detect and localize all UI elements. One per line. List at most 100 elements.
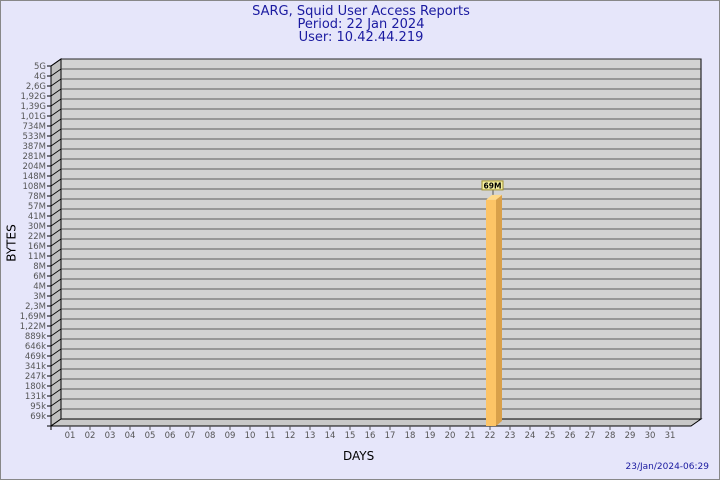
grid-line-side bbox=[50, 188, 62, 197]
y-tick-label: 1,01G bbox=[20, 112, 46, 122]
x-tick-label: 02 bbox=[85, 431, 96, 441]
bar bbox=[486, 199, 496, 426]
y-tick-label: 1,39G bbox=[20, 102, 46, 112]
y-tick-label: 148M bbox=[22, 172, 46, 182]
y-tick-label: 1,92G bbox=[20, 92, 46, 102]
grid-line-side bbox=[50, 78, 62, 87]
y-tick-label: 5G bbox=[34, 62, 46, 72]
x-tick-label: 16 bbox=[365, 431, 376, 441]
grid-line-side bbox=[50, 378, 62, 387]
x-tick-label: 23 bbox=[505, 431, 516, 441]
y-tick-label: 1,22M bbox=[20, 322, 46, 332]
chart-user: User: 10.42.44.219 bbox=[298, 30, 424, 45]
x-tick-label: 31 bbox=[665, 431, 676, 441]
x-tick-label: 28 bbox=[605, 431, 616, 441]
y-tick-label: 30M bbox=[28, 222, 46, 232]
x-tick-label: 05 bbox=[145, 431, 156, 441]
y-tick-label: 6M bbox=[33, 272, 46, 282]
grid-line-side bbox=[50, 298, 62, 307]
plot-floor bbox=[49, 418, 703, 427]
y-tick-label: 341k bbox=[25, 362, 46, 372]
y-tick-label: 281M bbox=[22, 152, 46, 162]
y-tick-label: 4G bbox=[34, 72, 46, 82]
bar-side bbox=[496, 194, 502, 426]
x-tick-label: 25 bbox=[545, 431, 556, 441]
y-tick-label: 204M bbox=[22, 162, 46, 172]
grid-line-side bbox=[50, 148, 62, 157]
x-tick-label: 20 bbox=[445, 431, 456, 441]
grid-line-side bbox=[50, 88, 62, 97]
y-tick-label: 8M bbox=[33, 262, 46, 272]
y-tick-label: 387M bbox=[22, 142, 46, 152]
x-tick-label: 18 bbox=[405, 431, 416, 441]
grid-line-side bbox=[50, 108, 62, 117]
y-tick-label: 469k bbox=[25, 352, 46, 362]
x-tick-label: 09 bbox=[225, 431, 236, 441]
grid-line-side bbox=[50, 68, 62, 77]
grid-line-side bbox=[50, 398, 62, 407]
grid-line-side bbox=[50, 178, 62, 187]
bar-label-box bbox=[481, 180, 504, 191]
grid-line-side bbox=[50, 58, 62, 67]
grid-line-side bbox=[50, 198, 62, 207]
grid-line-side bbox=[50, 268, 62, 277]
y-tick-label: 69k bbox=[30, 412, 46, 422]
x-tick-label: 12 bbox=[285, 431, 296, 441]
grid-line-side bbox=[50, 338, 62, 347]
grid-line-side bbox=[50, 98, 62, 107]
grid-line-side bbox=[50, 168, 62, 177]
y-tick-label: 2,6G bbox=[26, 82, 46, 92]
grid-line-side bbox=[50, 388, 62, 397]
y-tick-label: 247k bbox=[25, 372, 46, 382]
y-tick-label: 533M bbox=[22, 132, 46, 142]
x-tick-label: 22 bbox=[485, 431, 496, 441]
y-tick-label: 889k bbox=[25, 332, 46, 342]
grid-line-side bbox=[50, 128, 62, 137]
x-tick-label: 14 bbox=[325, 431, 336, 441]
y-tick-label: 11M bbox=[28, 252, 46, 262]
grid-line-side bbox=[50, 258, 62, 267]
grid-line-side bbox=[50, 348, 62, 357]
x-axis-label: DAYS bbox=[343, 449, 375, 463]
y-axis-label: BYTES bbox=[4, 224, 19, 262]
x-tick-label: 03 bbox=[105, 431, 116, 441]
grid-line-side bbox=[50, 158, 62, 167]
y-tick-label: 3M bbox=[33, 292, 46, 302]
grid-line-side bbox=[50, 318, 62, 327]
grid-line-side bbox=[50, 328, 62, 337]
y-tick-label: 95k bbox=[30, 402, 46, 412]
chart-title: SARG, Squid User Access Reports bbox=[252, 4, 470, 19]
grid-line-side bbox=[50, 228, 62, 237]
grid-line-side bbox=[50, 238, 62, 247]
grid-line-side bbox=[50, 118, 62, 127]
grid-line-side bbox=[50, 278, 62, 287]
grid-line-side bbox=[50, 288, 62, 297]
x-tick-label: 04 bbox=[125, 431, 136, 441]
x-tick-label: 29 bbox=[625, 431, 636, 441]
x-tick-label: 26 bbox=[565, 431, 576, 441]
x-tick-label: 19 bbox=[425, 431, 436, 441]
y-tick-label: 78M bbox=[28, 192, 46, 202]
y-tick-label: 734M bbox=[22, 122, 46, 132]
x-tick-label: 21 bbox=[465, 431, 476, 441]
y-tick-label: 131k bbox=[25, 392, 46, 402]
x-tick-label: 11 bbox=[265, 431, 276, 441]
grid-line-side bbox=[50, 308, 62, 317]
x-tick-label: 27 bbox=[585, 431, 596, 441]
grid-line-side bbox=[50, 368, 62, 377]
x-tick-label: 10 bbox=[245, 431, 256, 441]
y-tick-label: 180k bbox=[25, 382, 46, 392]
grid-line-side bbox=[50, 408, 62, 417]
x-tick-label: 17 bbox=[385, 431, 396, 441]
grid-line-side bbox=[50, 248, 62, 257]
grid-line-side bbox=[50, 358, 62, 367]
y-tick-label: 1,69M bbox=[20, 312, 46, 322]
grid-line-side bbox=[50, 218, 62, 227]
y-tick-label: 16M bbox=[28, 242, 46, 252]
y-tick-label: 22M bbox=[28, 232, 46, 242]
y-tick-label: 2,3M bbox=[25, 302, 46, 312]
generated-timestamp: 23/Jan/2024-06:29 bbox=[625, 462, 709, 472]
bar-data-label: 69M bbox=[484, 181, 502, 190]
